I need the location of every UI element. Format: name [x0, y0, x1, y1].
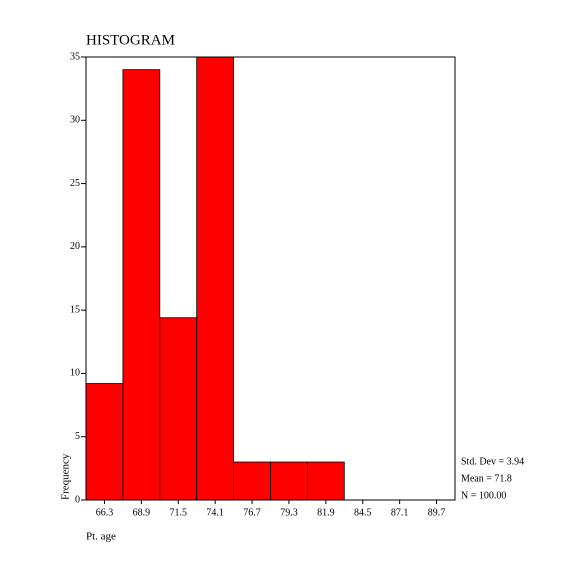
- x-tick-label: 66.3: [96, 507, 114, 518]
- y-tick-label: 15: [70, 304, 80, 315]
- plot-frame: [85, 56, 456, 501]
- x-tick-label: 76.7: [243, 507, 261, 518]
- y-tick-label: 30: [70, 115, 80, 126]
- bar: [270, 461, 308, 501]
- x-tick-label: 81.9: [317, 507, 335, 518]
- y-tick-label: 0: [75, 494, 80, 505]
- bar: [122, 69, 161, 501]
- x-tick-label: 79.3: [280, 507, 298, 518]
- x-tick-label: 74.1: [206, 507, 224, 518]
- y-tick-label: 35: [70, 51, 80, 62]
- x-tick-label: 87.1: [391, 507, 409, 518]
- chart-title: HISTOGRAM: [86, 32, 175, 48]
- bar: [159, 317, 198, 501]
- bar: [196, 56, 234, 501]
- y-axis-label: Frequency: [60, 453, 72, 500]
- x-tick-label: 68.9: [133, 507, 151, 518]
- stat-annotation: Mean = 71.8: [461, 473, 512, 484]
- y-tick-label: 20: [70, 241, 80, 252]
- x-tick-label: 84.5: [354, 507, 372, 518]
- bar: [233, 461, 271, 501]
- x-tick-label: 89.7: [428, 507, 446, 518]
- stat-annotation: N = 100.00: [461, 490, 506, 501]
- bar: [85, 383, 124, 501]
- y-tick-label: 25: [70, 178, 80, 189]
- y-tick-label: 10: [70, 368, 80, 379]
- x-axis-label: Pt. age: [86, 531, 116, 543]
- y-tick-label: 5: [75, 431, 80, 442]
- stat-annotation: Std. Dev = 3.94: [461, 456, 524, 467]
- x-tick-label: 71.5: [170, 507, 188, 518]
- bar: [306, 461, 345, 501]
